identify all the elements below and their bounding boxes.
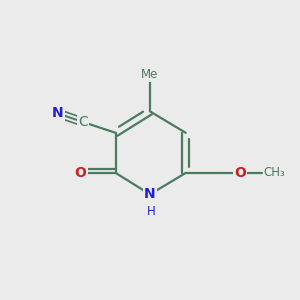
Text: O: O [74, 166, 86, 180]
Text: O: O [234, 166, 246, 180]
Text: C: C [78, 115, 88, 129]
Text: N: N [52, 106, 64, 120]
Text: Me: Me [141, 68, 159, 81]
Text: N: N [144, 187, 156, 201]
Text: CH₃: CH₃ [263, 167, 285, 179]
Text: H: H [147, 205, 156, 218]
